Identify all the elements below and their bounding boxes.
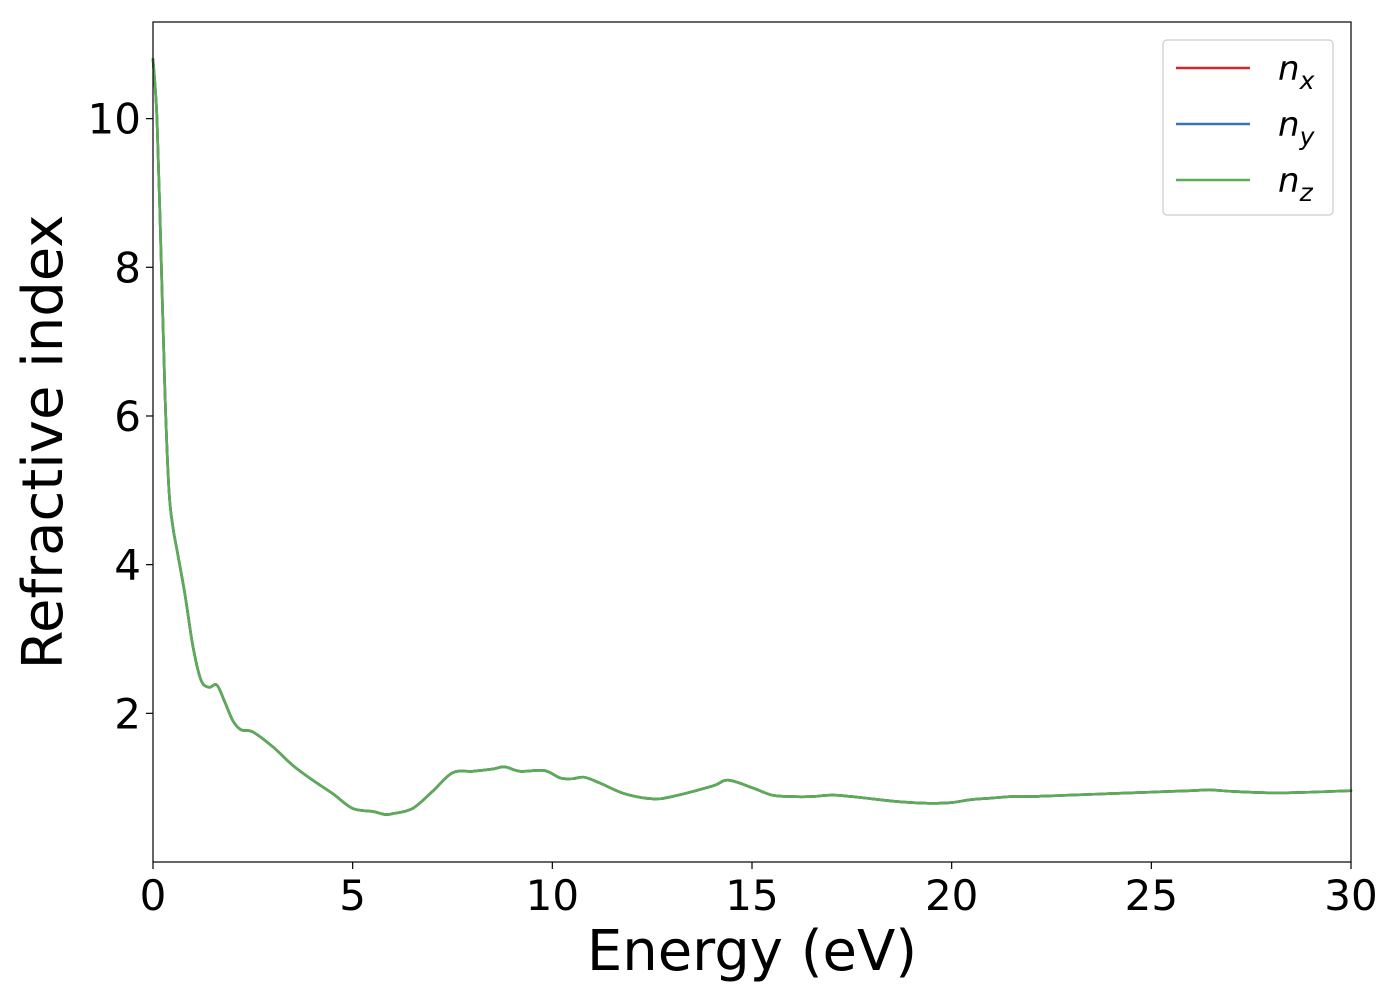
legend-label-base: n xyxy=(1278,105,1300,145)
legend-label-n-x: nx xyxy=(1278,49,1315,95)
y-tick-label: 10 xyxy=(88,95,141,144)
y-tick-label: 2 xyxy=(114,689,141,738)
legend-label-subscript: x xyxy=(1299,66,1315,95)
legend-frame xyxy=(1162,39,1334,216)
x-tick-label: 20 xyxy=(925,871,978,920)
x-tick-label: 5 xyxy=(339,871,366,920)
legend-label-n-z: nz xyxy=(1278,161,1314,207)
x-tick-label: 0 xyxy=(140,871,167,920)
legend-label-base: n xyxy=(1278,49,1300,89)
y-tick-label: 8 xyxy=(114,243,141,292)
y-axis-label: Refractive index xyxy=(11,215,76,670)
legend-label-n-y: ny xyxy=(1278,105,1316,151)
x-tick-label: 30 xyxy=(1324,871,1377,920)
x-axis-ticks: 0 5 10 15 20 25 30 xyxy=(140,862,1378,920)
y-axis-ticks: 2 4 6 8 10 xyxy=(88,95,153,738)
legend-label-subscript: z xyxy=(1299,178,1314,207)
y-tick-label: 6 xyxy=(114,392,141,441)
legend-label-base: n xyxy=(1278,161,1300,201)
y-tick-label: 4 xyxy=(114,541,141,590)
x-tick-label: 15 xyxy=(725,871,778,920)
x-axis-label: Energy (eV) xyxy=(587,919,917,984)
x-tick-label: 10 xyxy=(526,871,579,920)
x-tick-label: 25 xyxy=(1125,871,1178,920)
legend-label-subscript: y xyxy=(1299,122,1316,151)
series-layer xyxy=(151,57,1353,816)
series-line-n-z xyxy=(151,57,1353,816)
